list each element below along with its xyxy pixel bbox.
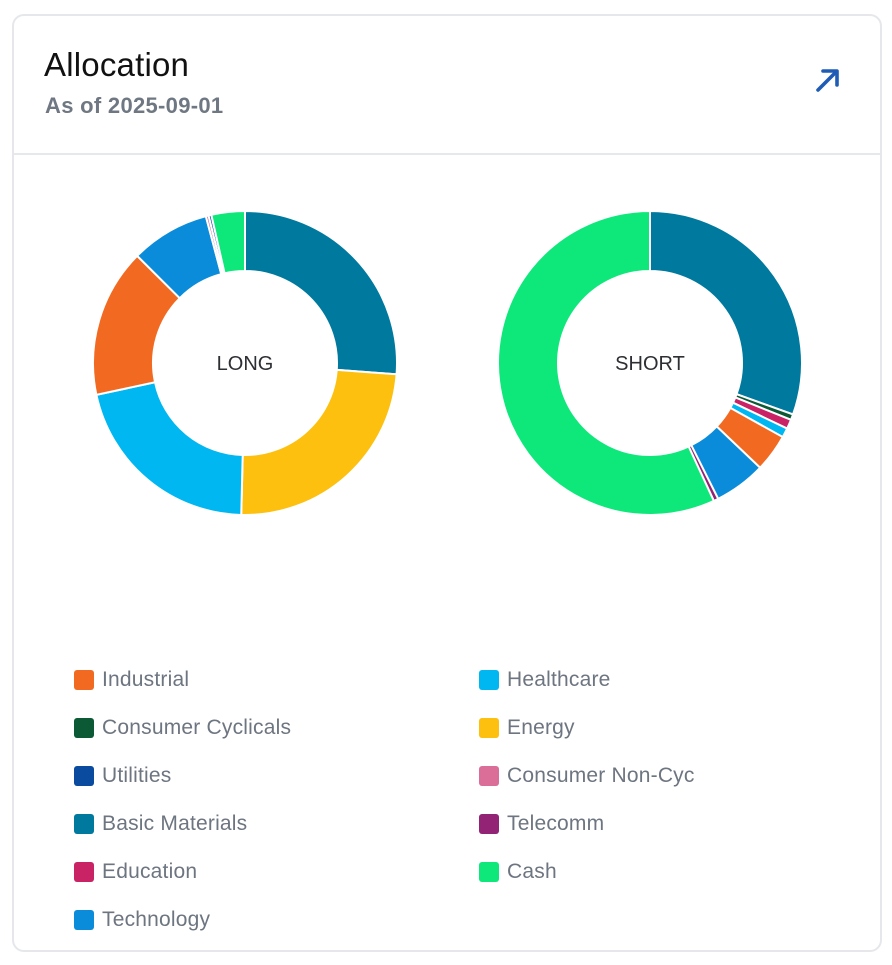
long-slice-energy[interactable] xyxy=(240,368,398,516)
short-center-label: SHORT xyxy=(615,353,685,375)
legend-label: Consumer Non-Cyc xyxy=(507,764,695,787)
allocation-card: Allocation As of 2025-09-01 LONG SHORT In… xyxy=(12,14,882,952)
legend-label: Education xyxy=(102,860,198,883)
legend-swatch xyxy=(74,862,94,882)
legend-label: Energy xyxy=(507,716,575,739)
legend-swatch xyxy=(74,910,94,930)
legend-label: Basic Materials xyxy=(102,812,248,835)
legend-label: Cash xyxy=(507,860,557,883)
legend-label: Technology xyxy=(102,908,211,931)
legend-swatch xyxy=(74,670,94,690)
arrow-up-right-icon xyxy=(814,66,842,99)
short-slice-cash[interactable] xyxy=(497,209,716,516)
legend-label: Consumer Cyclicals xyxy=(102,716,292,739)
legend-item[interactable]: Consumer Cyclicals xyxy=(74,704,479,752)
legend-swatch xyxy=(479,814,499,834)
legend-item[interactable]: Industrial xyxy=(74,656,479,704)
legend-item[interactable]: Healthcare xyxy=(479,656,854,704)
card-header: Allocation As of 2025-09-01 xyxy=(14,16,880,155)
legend-swatch xyxy=(479,718,499,738)
legend-swatch xyxy=(479,766,499,786)
long-slice-healthcare[interactable] xyxy=(95,381,244,516)
card-subtitle: As of 2025-09-01 xyxy=(45,93,224,118)
legend-item[interactable]: Consumer Non-Cyc xyxy=(479,752,854,800)
legend-item[interactable]: Basic Materials xyxy=(74,800,479,848)
allocation-donut-charts: LONG SHORT xyxy=(92,209,803,516)
expand-button[interactable] xyxy=(808,62,848,102)
legend-item[interactable]: Telecomm xyxy=(479,800,854,848)
legend-swatch xyxy=(74,718,94,738)
legend-item[interactable]: Energy xyxy=(479,704,854,752)
card-title: Allocation xyxy=(44,46,190,83)
charts-area: LONG SHORT xyxy=(14,155,880,635)
legend-swatch xyxy=(479,862,499,882)
legend: Industrial Healthcare Consumer Cyclicals En… xyxy=(74,656,854,944)
legend-label: Utilities xyxy=(102,764,172,787)
legend-item[interactable]: Utilities xyxy=(74,752,479,800)
legend-swatch xyxy=(74,766,94,786)
legend-item[interactable]: Cash xyxy=(479,848,854,896)
long-center-label: LONG xyxy=(217,353,274,375)
short-slice-basic-materials[interactable] xyxy=(649,209,803,416)
legend-item[interactable]: Education xyxy=(74,848,479,896)
legend-label: Telecomm xyxy=(507,812,605,835)
legend-swatch xyxy=(74,814,94,834)
legend-label: Industrial xyxy=(102,668,190,691)
legend-item[interactable]: Technology xyxy=(74,896,479,944)
long-slice-cash[interactable] xyxy=(210,209,246,275)
legend-label: Healthcare xyxy=(507,668,611,691)
legend-swatch xyxy=(479,670,499,690)
long-slice-basic-materials[interactable] xyxy=(244,209,398,376)
